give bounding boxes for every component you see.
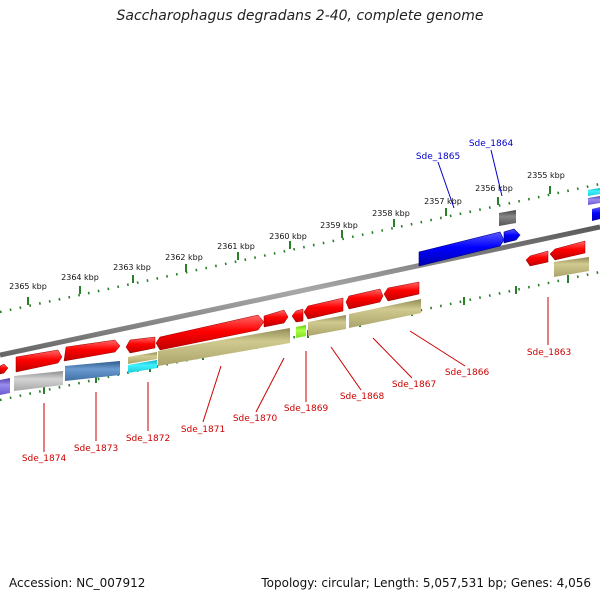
gene-arrow-sde-1864[interactable] [503,228,521,244]
major-ticks-outer [27,186,551,305]
leader-line-sde-1871 [202,365,222,423]
cog-box-sde-1868 [308,315,346,336]
scale-label: 2362 kbp [165,253,203,262]
gene-label-sde-1870[interactable]: Sde_1870 [233,414,278,424]
cog-box-edge-cyan [588,188,600,196]
leader-line-sde-1870 [255,357,285,413]
gene-label-sde-1873[interactable]: Sde_1873 [74,444,118,454]
scale-label: 2363 kbp [113,263,151,272]
gene-label-sde-1863[interactable]: Sde_1863 [527,348,571,358]
gene-arrow-sde-1867[interactable] [345,288,384,310]
scale-label: 2356 kbp [475,184,513,193]
scale-label: 2365 kbp [9,282,47,291]
gene-arrow-sde-1874[interactable] [0,363,9,375]
cog-box-sde-1871-olive [128,352,157,364]
gene-arrow-sde-1870[interactable] [263,309,289,328]
scale-label: 2359 kbp [320,221,358,230]
cog-box-sde-1872 [65,361,120,381]
cog-box-sde-1874 [0,378,10,395]
cog-box-sde-1869 [296,325,306,338]
leader-line-sde-1866 [409,330,466,367]
gene-label-sde-1869[interactable]: Sde_1869 [284,404,329,414]
gene-label-sde-1874[interactable]: Sde_1874 [22,454,67,464]
scale-label: 2357 kbp [424,197,462,206]
gene-arrow-sde-1871-a[interactable] [125,336,156,354]
leader-line-sde-1867 [372,337,413,379]
gene-arrow-sde-1865[interactable] [418,231,505,267]
gene-arrow-sde-1869[interactable] [291,308,304,323]
leader-line-sde-1864 [490,149,503,197]
scale-track-outer [0,182,600,314]
leader-line-sde-1868 [330,346,362,391]
gene-label-sde-1872[interactable]: Sde_1872 [126,434,170,444]
cog-box-edge-purple [588,196,600,205]
gene-arrow-edge-blue[interactable] [592,207,600,221]
leader-line-sde-1865 [437,161,455,209]
cog-box-sde-1871 [158,328,290,366]
cog-box-sde-1864 [499,210,516,226]
gene-arrow-sde-1868[interactable] [303,297,344,320]
cog-box-sde-1871-cyan [128,360,157,373]
scale-label: 2364 kbp [61,273,99,282]
cog-box-sde-1873 [14,371,63,391]
topology-summary: Topology: circular; Length: 5,057,531 bp… [261,576,591,590]
cog-box-sde-1867 [349,299,421,328]
scale-label: 2361 kbp [217,242,255,251]
page-title: Saccharophagus degradans 2-40, complete … [116,8,484,24]
scale-label: 2355 kbp [527,171,565,180]
gene-arrow-sde-1873[interactable] [15,349,63,373]
scale-label: 2358 kbp [372,209,410,218]
gene-arrow-sde-1863-a[interactable] [525,250,549,267]
gene-label-sde-1868[interactable]: Sde_1868 [340,392,385,402]
gene-arrow-sde-1872[interactable] [63,339,121,362]
gene-label-sde-1871[interactable]: Sde_1871 [181,425,225,435]
gene-label-sde-1867[interactable]: Sde_1867 [392,380,436,390]
gene-label-sde-1865[interactable]: Sde_1865 [416,152,460,162]
scale-label: 2360 kbp [269,232,307,241]
cog-box-sde-1863 [554,257,589,277]
scale-track-inner [0,270,600,402]
gene-label-sde-1866[interactable]: Sde_1866 [445,368,490,378]
gene-arrow-sde-1866[interactable] [383,281,420,302]
accession-text: Accession: NC_007912 [9,576,146,590]
gene-label-sde-1864[interactable]: Sde_1864 [469,139,514,149]
gene-arrow-sde-1863[interactable] [549,240,586,261]
genome-backbone [0,224,600,358]
gene-arrow-sde-1871[interactable] [155,314,265,351]
